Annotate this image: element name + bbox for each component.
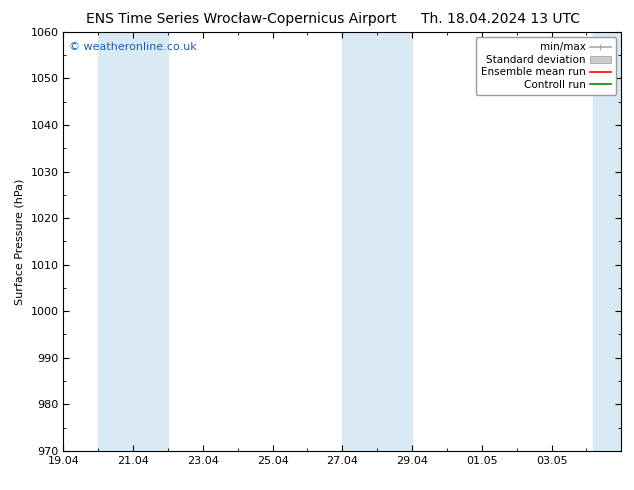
Text: ENS Time Series Wrocław-Copernicus Airport: ENS Time Series Wrocław-Copernicus Airpo… (86, 12, 396, 26)
Legend: min/max, Standard deviation, Ensemble mean run, Controll run: min/max, Standard deviation, Ensemble me… (476, 37, 616, 95)
Text: © weatheronline.co.uk: © weatheronline.co.uk (69, 42, 197, 52)
Bar (342, 32, 412, 451)
Y-axis label: Surface Pressure (hPa): Surface Pressure (hPa) (15, 178, 25, 304)
Text: Th. 18.04.2024 13 UTC: Th. 18.04.2024 13 UTC (422, 12, 580, 26)
Bar (593, 32, 621, 451)
Bar (98, 32, 168, 451)
